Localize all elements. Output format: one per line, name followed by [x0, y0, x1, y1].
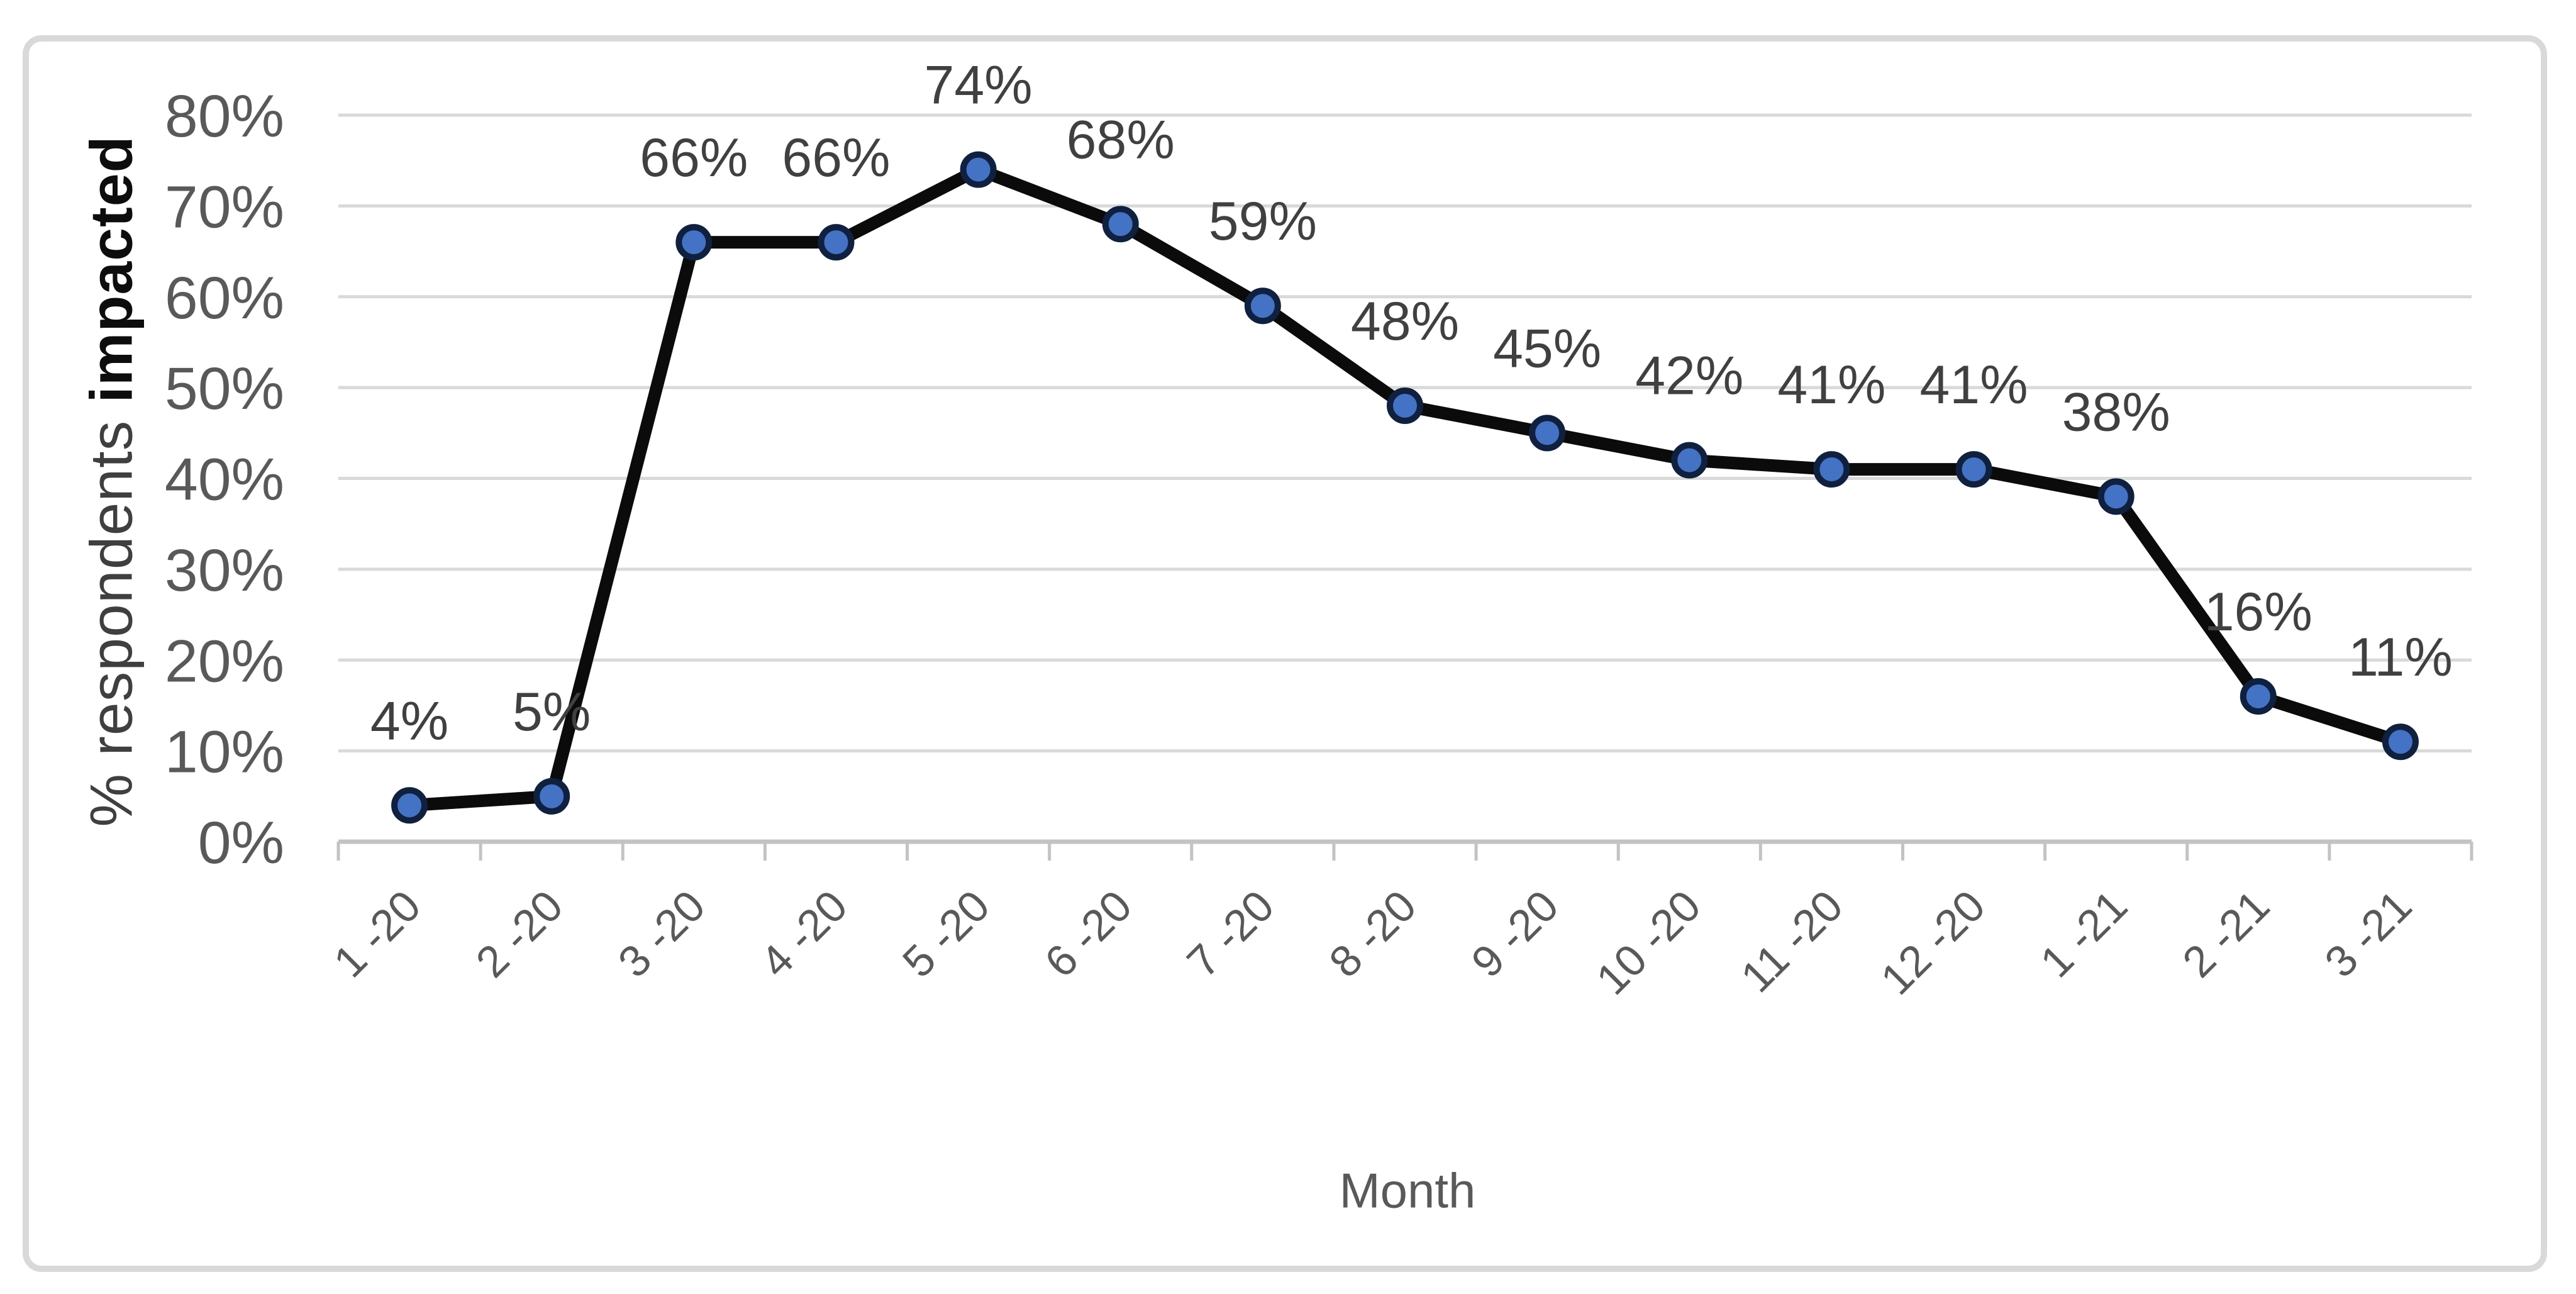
x-axis-tick-label: 4 -20 [751, 881, 857, 986]
x-axis-tick-label: 3 -21 [2316, 881, 2421, 986]
data-point-marker [1813, 451, 1850, 488]
data-point-marker [1955, 451, 1992, 488]
x-axis-tick-label: 12 -20 [1872, 881, 1995, 1004]
x-axis-tick-label: 2 -21 [2173, 881, 2279, 986]
x-axis-tick-label: 6 -20 [1035, 881, 1141, 986]
y-axis-tick-label: 30% [165, 537, 284, 604]
data-point-marker [533, 778, 570, 815]
data-point-marker [1244, 287, 1281, 325]
data-label: 45% [1493, 318, 1601, 379]
x-axis-tick-label: 8 -20 [1320, 881, 1426, 986]
y-axis-tick-label: 60% [165, 265, 284, 332]
y-axis-title: % respondents impacted [78, 135, 147, 827]
x-axis-tick-label: 7 -20 [1177, 881, 1283, 986]
data-point-marker [675, 224, 713, 261]
data-point-marker [960, 151, 997, 188]
x-axis-tick-label: 1 -20 [325, 881, 430, 986]
data-label: 59% [1209, 191, 1317, 252]
y-axis-tick-label: 20% [165, 628, 284, 694]
y-axis-tick-label: 10% [165, 719, 284, 786]
data-point-marker [2240, 678, 2277, 715]
data-point-marker [1102, 206, 1139, 243]
x-axis-tick-label: 11 -20 [1731, 881, 1852, 1001]
data-label: 66% [782, 128, 890, 188]
data-point-marker [1387, 388, 1423, 424]
data-label: 42% [1635, 346, 1743, 406]
data-label: 38% [2062, 382, 2170, 442]
data-point-marker [391, 787, 428, 824]
data-label: 68% [1067, 109, 1175, 170]
x-axis-tick-label: 2 -20 [467, 881, 572, 986]
x-axis-tick-label: 1 -21 [2031, 881, 2136, 986]
y-axis-title-bold: impacted [78, 135, 145, 403]
x-axis-tick-label: 5 -20 [893, 881, 999, 986]
data-label: 66% [640, 128, 748, 188]
data-point-marker [2097, 478, 2135, 515]
data-label: 5% [513, 682, 591, 742]
x-axis-tick-label: 9 -20 [1462, 881, 1568, 986]
y-axis-title-regular: % respondents [78, 403, 145, 827]
data-point-marker [2382, 723, 2419, 761]
y-axis-tick-label: 70% [165, 174, 284, 240]
data-label: 4% [370, 691, 448, 751]
x-axis-tick-label: 10 -20 [1587, 881, 1710, 1004]
data-label: 11% [2348, 627, 2453, 688]
data-point-marker [1529, 415, 1566, 452]
x-axis-title: Month [1339, 1163, 1476, 1219]
chart-border [23, 35, 2547, 1272]
data-point-marker [1671, 442, 1708, 479]
y-axis-tick-label: 0% [198, 810, 284, 876]
data-label: 74% [924, 55, 1033, 116]
data-label: 41% [1777, 355, 1885, 415]
y-axis-tick-label: 80% [165, 83, 284, 150]
y-axis-tick-label: 40% [165, 447, 284, 513]
data-label: 41% [1919, 355, 2028, 415]
data-label: 48% [1351, 291, 1459, 352]
data-point-marker [818, 224, 855, 261]
x-axis-tick-label: 3 -20 [609, 881, 714, 986]
data-label: 16% [2204, 582, 2312, 642]
y-axis-tick-label: 50% [165, 355, 284, 422]
